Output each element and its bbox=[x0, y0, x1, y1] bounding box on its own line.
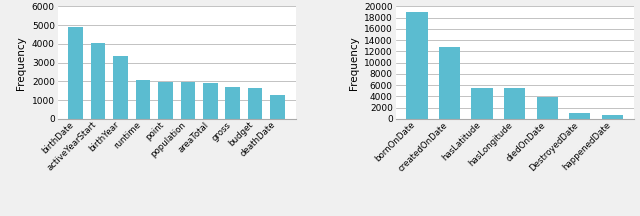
Bar bbox=[270, 95, 285, 119]
Bar bbox=[91, 43, 106, 119]
Bar bbox=[225, 87, 240, 119]
Y-axis label: Frequency: Frequency bbox=[349, 36, 358, 89]
Bar bbox=[158, 82, 173, 119]
Bar bbox=[136, 80, 150, 119]
Bar bbox=[472, 88, 493, 119]
Bar bbox=[406, 12, 428, 119]
Bar bbox=[180, 82, 195, 119]
Bar bbox=[113, 56, 128, 119]
Bar bbox=[504, 88, 525, 119]
Bar bbox=[569, 113, 590, 119]
Bar bbox=[203, 83, 218, 119]
Bar bbox=[536, 97, 557, 119]
Y-axis label: Frequency: Frequency bbox=[16, 36, 26, 89]
Bar bbox=[248, 88, 262, 119]
Bar bbox=[68, 27, 83, 119]
Bar bbox=[602, 115, 623, 119]
Bar bbox=[439, 47, 460, 119]
